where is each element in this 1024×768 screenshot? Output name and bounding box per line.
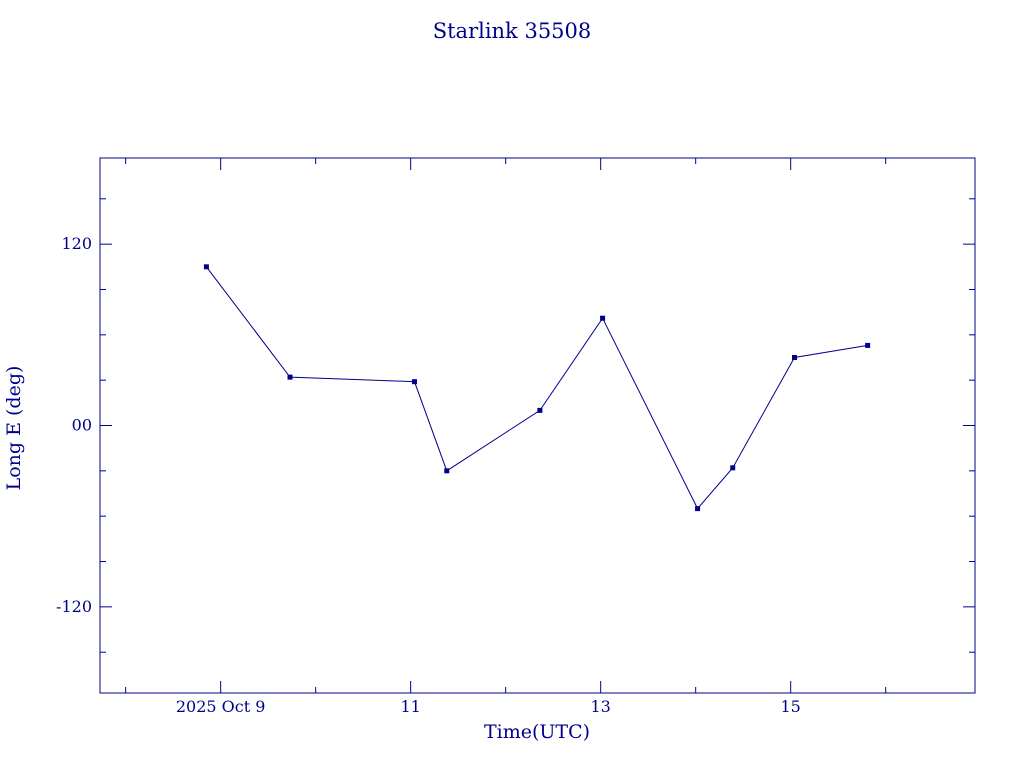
data-series xyxy=(203,264,871,512)
data-point-marker xyxy=(537,407,543,413)
data-point-marker xyxy=(730,465,736,471)
y-tick-label: -120 xyxy=(56,597,92,616)
data-point-marker xyxy=(865,342,871,348)
data-point-marker xyxy=(203,264,209,270)
x-tick-label: 13 xyxy=(590,697,610,716)
x-axis-label: Time(UTC) xyxy=(484,721,590,743)
y-tick-label: 120 xyxy=(61,234,92,253)
plot-frame xyxy=(99,157,976,694)
chart-title: Starlink 35508 xyxy=(433,19,592,43)
data-point-marker xyxy=(600,315,606,321)
axes-frame xyxy=(99,157,976,694)
data-point-marker xyxy=(791,354,797,360)
x-tick-label: 11 xyxy=(400,697,420,716)
axis-ticks xyxy=(100,158,975,693)
track-line xyxy=(206,266,868,510)
x-tick-label: 15 xyxy=(781,697,801,716)
data-point-marker xyxy=(444,468,450,474)
x-tick-label: 2025 Oct 9 xyxy=(176,697,266,716)
y-axis-label: Long E (deg) xyxy=(3,366,25,491)
axis-tick-labels: 2025 Oct 9 11 13 15 -120 00 120 xyxy=(56,234,801,716)
data-point-marker xyxy=(287,374,293,380)
data-point-marker xyxy=(695,506,701,512)
data-point-marker xyxy=(411,379,417,385)
y-tick-label: 00 xyxy=(72,416,92,435)
